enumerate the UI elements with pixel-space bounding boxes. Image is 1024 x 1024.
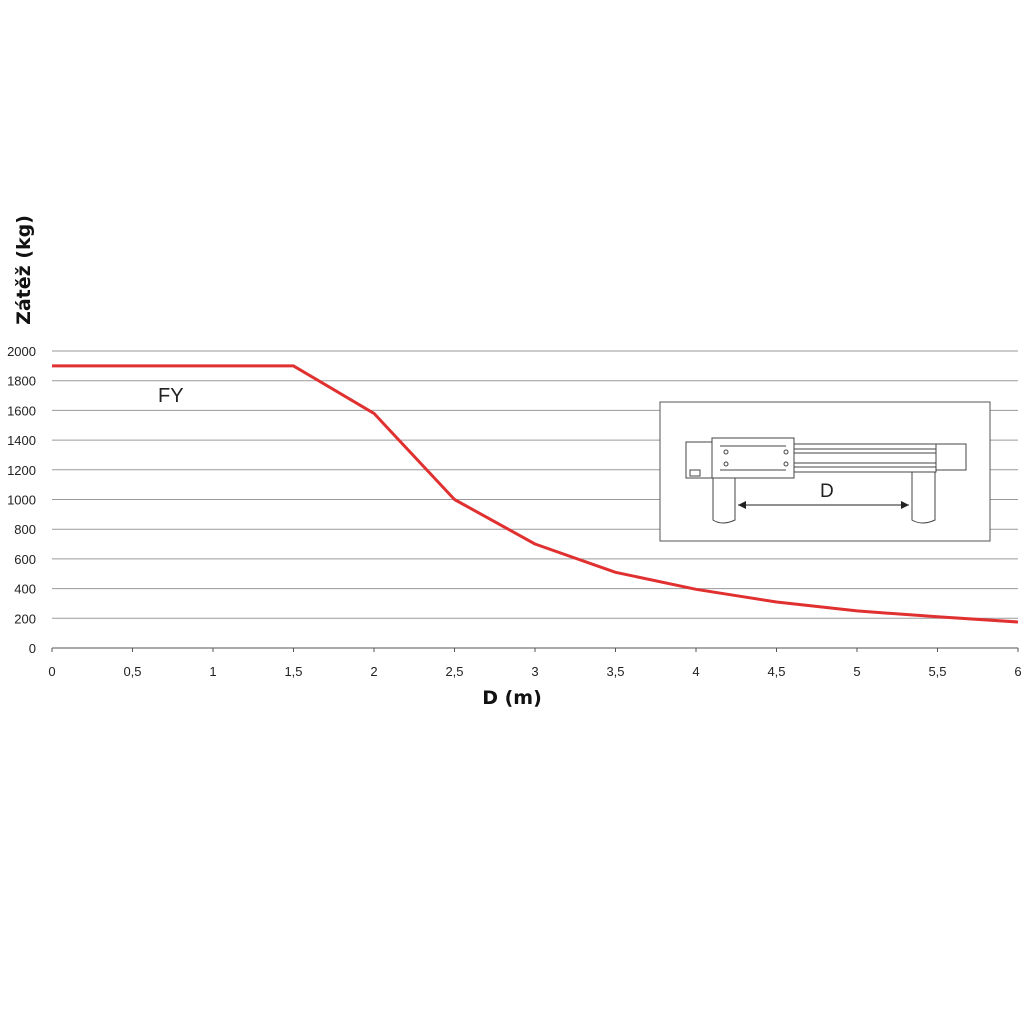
x-tick-label: 0 — [48, 664, 55, 679]
x-tick-labels: 0 0,5 1 1,5 2 2,5 3 3,5 4 4,5 5 5,5 6 — [48, 664, 1021, 679]
x-tick-label: 4 — [692, 664, 699, 679]
x-tick-label: 3,5 — [606, 664, 624, 679]
inset-diagram: D — [659, 401, 991, 542]
actuator-drawing — [685, 437, 967, 524]
y-tick-label: 600 — [14, 552, 36, 567]
x-tick-label: 5 — [853, 664, 860, 679]
series-line-0 — [52, 364, 1019, 624]
series-lines — [52, 364, 1019, 624]
x-tick-label: 4,5 — [767, 664, 785, 679]
y-tick-label: 1600 — [7, 403, 36, 418]
y-tick-label: 1400 — [7, 433, 36, 448]
y-tick-label: 200 — [14, 611, 36, 626]
x-tick-label: 2 — [370, 664, 377, 679]
y-tick-label: 1000 — [7, 493, 36, 508]
x-axis-title: D (m) — [482, 687, 542, 709]
gridlines — [51, 350, 1019, 652]
y-tick-label: 800 — [14, 522, 36, 537]
x-tick-label: 1 — [209, 664, 216, 679]
y-tick-label: 2000 — [7, 344, 36, 359]
x-tick-label: 0,5 — [123, 664, 141, 679]
y-tick-label: 400 — [14, 582, 36, 597]
x-tick-label: 5,5 — [928, 664, 946, 679]
series-label-fy: FY — [158, 385, 184, 407]
x-tick-label: 6 — [1014, 664, 1021, 679]
x-tick-label: 1,5 — [284, 664, 302, 679]
x-tick-label: 2,5 — [445, 664, 463, 679]
y-tick-label: 1200 — [7, 463, 36, 478]
y-tick-label: 1800 — [7, 374, 36, 389]
y-tick-labels: 0 200 400 600 800 1000 1200 1400 1600 1800 2000 — [7, 344, 36, 656]
y-axis-title: Zátěž (kg) — [13, 215, 35, 325]
y-tick-label: 0 — [29, 641, 36, 656]
x-tick-label: 3 — [531, 664, 538, 679]
inset-dimension-label: D — [820, 481, 834, 502]
